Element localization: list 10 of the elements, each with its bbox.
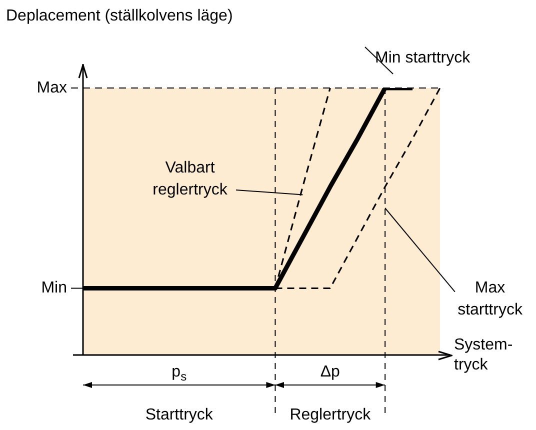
text: Starttryck — [145, 406, 214, 424]
y-axis-title: Deplacement (ställkolvens läge) — [6, 7, 233, 24]
text: Max starttryck — [458, 279, 524, 318]
text: Δp — [320, 363, 340, 380]
text: Valbart reglertryck — [152, 159, 228, 198]
text: Reglertryck — [290, 406, 372, 424]
series-label: Min starttryck — [375, 49, 472, 66]
ref-line-label: Min — [41, 280, 67, 297]
x-axis-title: System- tryck — [454, 336, 513, 374]
ref-line-label: Max — [36, 79, 67, 96]
